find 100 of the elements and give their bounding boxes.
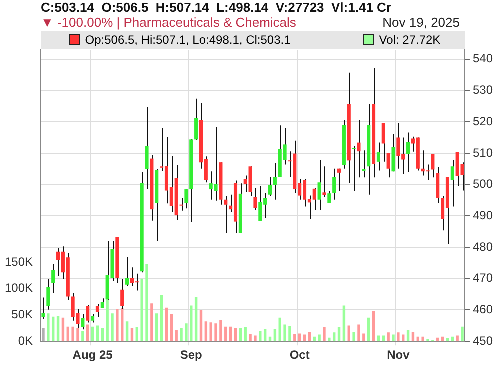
candlestick (386, 152, 390, 178)
bar (204, 322, 208, 342)
candlestick (382, 122, 386, 162)
bar (244, 327, 247, 342)
y-tick-label: 510 (472, 146, 494, 160)
bar (278, 318, 282, 342)
bar (342, 306, 346, 342)
candlestick (362, 150, 366, 178)
bar (86, 324, 90, 342)
bar (229, 326, 232, 342)
bar (56, 316, 60, 342)
bar (274, 329, 277, 342)
bar (303, 334, 306, 342)
bar (308, 332, 312, 342)
candlestick (126, 256, 130, 287)
bar (294, 334, 296, 342)
bar (348, 326, 350, 342)
candlestick (52, 264, 56, 294)
candlestick (42, 297, 46, 320)
bar (116, 309, 119, 342)
candlestick (100, 298, 104, 309)
candlestick (273, 163, 277, 200)
candlestick (376, 142, 380, 172)
bar (422, 336, 424, 342)
bar (146, 264, 148, 342)
bar (66, 326, 70, 342)
bar (126, 322, 129, 342)
candlestick (328, 190, 332, 204)
bar (82, 331, 84, 342)
y-tick-label: 530 (472, 83, 494, 98)
candlestick (46, 279, 50, 310)
bar (358, 324, 360, 342)
bar (194, 297, 198, 342)
candlestick (86, 304, 90, 324)
bar (372, 312, 376, 342)
bar (47, 314, 50, 342)
bar (367, 318, 370, 342)
bar (284, 324, 286, 342)
legend-label: Vol: 27.72K (378, 33, 441, 47)
bar (101, 328, 104, 342)
bar (318, 334, 321, 342)
bar (42, 328, 45, 342)
candlestick (224, 196, 228, 234)
bar (62, 318, 65, 342)
bar (288, 326, 292, 342)
candlestick (81, 314, 85, 330)
bar (136, 327, 139, 342)
bar (130, 328, 134, 342)
bar (332, 332, 336, 342)
candlestick (352, 146, 356, 192)
legend-label: Op:506.5, Hi:507.1, Lo:498.1, Cl:503.1 (84, 33, 291, 47)
y2-tick-label: 150K (4, 254, 34, 269)
x-tick-label: Oct (290, 348, 310, 362)
bar (456, 336, 459, 342)
bar (190, 306, 193, 342)
bar (72, 326, 74, 342)
bar (412, 332, 415, 342)
chart-subtitle: ▼ -100.00% | Pharmaceuticals & Chemicals (41, 15, 296, 30)
bar (234, 328, 238, 342)
bar (160, 295, 164, 342)
candlestick (450, 160, 454, 208)
bar (224, 326, 228, 342)
bar (220, 320, 222, 342)
y-tick-label: 490 (472, 208, 494, 222)
candlestick (145, 106, 149, 190)
x-tick-label: Nov (387, 348, 410, 362)
bar (185, 324, 188, 342)
y-tick-label: 450 (472, 334, 494, 348)
candlestick (318, 160, 322, 211)
bar (406, 330, 410, 342)
x-tick-label: Sep (180, 348, 202, 362)
y2-tick-label: 50K (12, 308, 34, 322)
bar (264, 329, 267, 342)
bar (402, 334, 405, 342)
bar (200, 310, 203, 342)
candlestick (337, 168, 342, 192)
chart-title: C:503.14 O:506.5 H:507.14 L:498.14 V:27723 Vl:1.41 Cr (41, 0, 392, 15)
bar (298, 334, 302, 342)
bar (156, 314, 158, 342)
y2-tick-label: 100K (4, 281, 34, 296)
bar (239, 328, 242, 342)
bar (397, 332, 400, 342)
text: Nov 19, 2025 (382, 15, 460, 30)
y-tick-label: 520 (472, 114, 494, 128)
bar (96, 326, 100, 342)
y-tick-label: 540 (472, 52, 494, 66)
candlestick (194, 98, 198, 141)
y-tick-label: 500 (472, 177, 494, 192)
bar (180, 328, 183, 342)
bar (259, 331, 262, 342)
bar (150, 304, 154, 342)
candlestick (357, 120, 361, 178)
bar (461, 326, 464, 342)
bar (387, 332, 390, 342)
bar (175, 330, 178, 342)
bar (352, 332, 356, 342)
candlestick (268, 176, 272, 197)
y-tick-label: 470 (472, 271, 494, 286)
bar (249, 334, 252, 342)
y2-tick-label: 0K (18, 334, 34, 348)
